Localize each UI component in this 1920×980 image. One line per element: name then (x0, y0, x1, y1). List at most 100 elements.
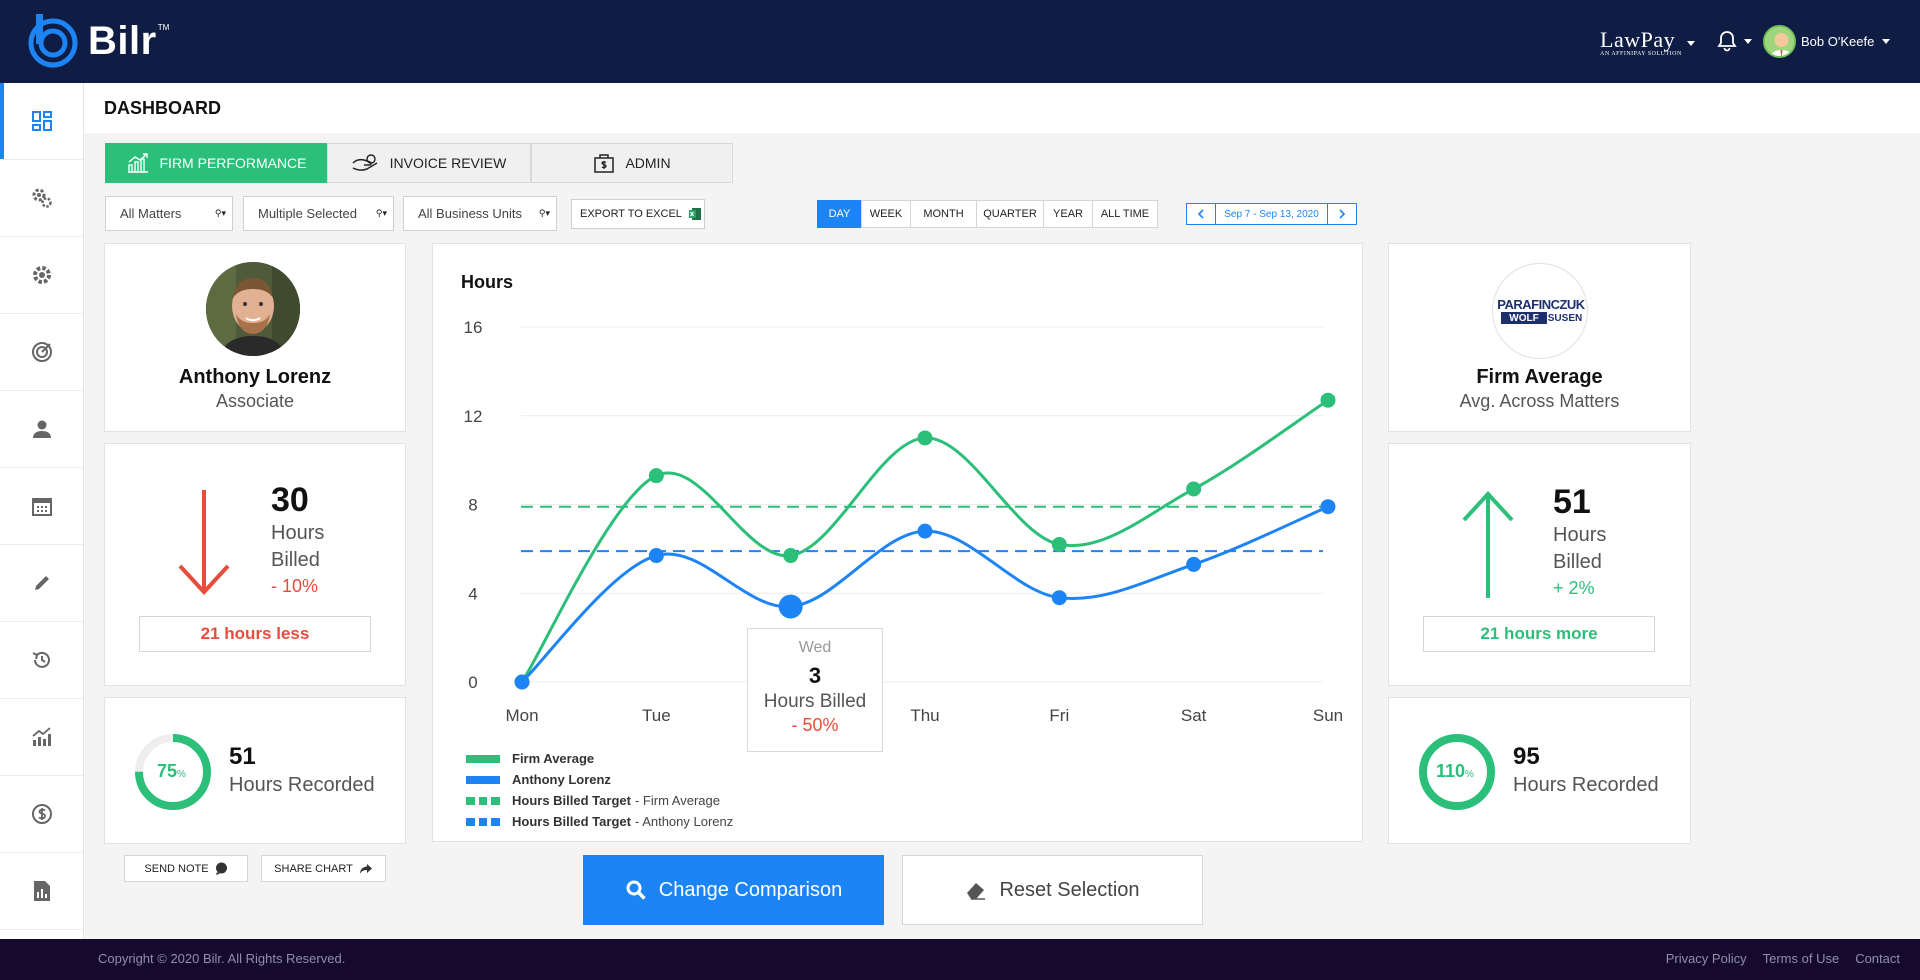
legend-item-anthony-lorenz[interactable]: Anthony Lorenz (466, 769, 733, 790)
y-tick-label: 0 (468, 673, 477, 692)
data-point (783, 548, 799, 564)
export-label: EXPORT TO EXCEL (580, 208, 682, 220)
legend-item-target-anthony-lorenz[interactable]: Hours Billed Target - Anthony Lorenz (466, 811, 733, 832)
sidebar-item-gears[interactable] (0, 160, 83, 237)
send-note-button[interactable]: SEND NOTE (124, 855, 248, 882)
range-all-time-button[interactable]: ALL TIME (1092, 200, 1158, 228)
legend-item-target-firm-average[interactable]: Hours Billed Target - Firm Average (466, 790, 733, 811)
terms-of-use-link[interactable]: Terms of Use (1762, 951, 1840, 966)
tab-bar: FIRM PERFORMANCE INVOICE REVIEW ADMIN (105, 143, 733, 183)
gears-icon (32, 188, 52, 208)
y-tick-label: 4 (468, 584, 477, 603)
hand-money-icon (352, 154, 378, 171)
firm-logo: PARAFINCZUK WOLF SUSEN (1492, 263, 1588, 359)
tooltip-label: Hours Billed (763, 691, 867, 712)
range-year-button[interactable]: YEAR (1043, 200, 1093, 228)
bilr-logo-icon (28, 14, 78, 68)
data-point (1320, 499, 1336, 515)
sidebar-item-billing[interactable] (0, 776, 83, 853)
data-point (1320, 392, 1336, 408)
user-menu[interactable]: Bob O'Keefe (1763, 25, 1891, 58)
business-units-select[interactable]: All Business Units ⚲▾ (403, 196, 557, 231)
firm-role: Avg. Across Matters (1459, 391, 1620, 411)
date-navigator: Sep 7 - Sep 13, 2020 (1186, 203, 1357, 225)
change-comparison-button[interactable]: Change Comparison (583, 855, 884, 925)
person-hours-recorded-card: 75% 51 Hours Recorded (104, 697, 406, 844)
prev-period-button[interactable] (1186, 203, 1216, 225)
legend-suffix: - Firm Average (634, 793, 720, 808)
person-name: Anthony Lorenz (178, 366, 332, 388)
firm-recorded-percent: 110% (1436, 761, 1474, 781)
app-name: Bilr (88, 18, 157, 63)
range-week-button[interactable]: WEEK (861, 200, 911, 228)
tab-invoice-review[interactable]: INVOICE REVIEW (327, 143, 531, 183)
reset-selection-button[interactable]: Reset Selection (902, 855, 1203, 925)
person-photo (206, 262, 300, 356)
sidebar (0, 83, 84, 939)
hours-chart-card: Hours 0 4 8 12 16 Mon Tue Thu Fri Sat Sun (432, 243, 1363, 842)
data-point (514, 674, 530, 690)
sidebar-item-edit[interactable] (0, 545, 83, 622)
excel-icon (688, 208, 701, 220)
chevron-left-icon (1197, 209, 1204, 219)
sidebar-item-dashboard[interactable] (0, 83, 83, 160)
person-role: Associate (215, 391, 295, 411)
y-tick-label: 12 (464, 407, 483, 426)
sidebar-item-people[interactable] (0, 391, 83, 468)
data-point (917, 523, 933, 539)
contact-link[interactable]: Contact (1855, 951, 1900, 966)
person-comparison-badge: 21 hours less (139, 616, 371, 652)
chart-tooltip: Wed 3 Hours Billed - 50% (747, 628, 883, 752)
range-month-button[interactable]: MONTH (910, 200, 977, 228)
legend-label: Firm Average (512, 751, 595, 766)
tab-label: ADMIN (625, 155, 671, 171)
firm-change-percent: + 2% (1553, 578, 1595, 598)
growth-chart-icon (31, 727, 51, 746)
tooltip-day: Wed (798, 639, 832, 656)
legend-swatch (466, 775, 500, 784)
privacy-policy-link[interactable]: Privacy Policy (1665, 951, 1747, 966)
matters-select[interactable]: All Matters ⚲▾ (105, 196, 233, 231)
copyright: Copyright © 2020 Bilr. All Rights Reserv… (98, 951, 346, 966)
change-comparison-label: Change Comparison (658, 878, 843, 901)
sidebar-item-settings[interactable] (0, 237, 83, 314)
share-chart-button[interactable]: SHARE CHART (261, 855, 386, 882)
range-quarter-button[interactable]: QUARTER (976, 200, 1044, 228)
range-day-button[interactable]: DAY (817, 200, 862, 228)
person-recorded-hours: 51 (229, 743, 256, 770)
legend-swatch (466, 796, 501, 805)
legend-item-firm-average[interactable]: Firm Average (466, 748, 733, 769)
sidebar-item-goals[interactable] (0, 314, 83, 391)
partner-brand[interactable]: LawPay AN AFFINIPAY SOLUTION (1600, 27, 1696, 57)
user-name: Bob O'Keefe (1801, 34, 1875, 49)
bilr-logo[interactable]: Bilr TM (26, 12, 169, 70)
sidebar-item-calendar[interactable] (0, 468, 83, 545)
sidebar-item-reports[interactable] (0, 853, 83, 930)
bell-icon (1717, 31, 1737, 52)
tooltip-value: 3 (808, 663, 822, 688)
arrow-down-icon (178, 490, 230, 595)
legend-swatch (466, 754, 500, 763)
data-point (1051, 590, 1067, 606)
dollar-coin-icon (31, 804, 52, 824)
firm-logo-line2a: WOLF (1509, 313, 1538, 324)
business-units-select-value: All Business Units (418, 206, 523, 221)
tab-admin[interactable]: ADMIN (531, 143, 733, 183)
tab-firm-performance[interactable]: FIRM PERFORMANCE (105, 143, 327, 183)
search-chevron-icon: ⚲▾ (538, 208, 550, 218)
next-period-button[interactable] (1327, 203, 1357, 225)
top-bar: Bilr TM LawPay AN AFFINIPAY SOLUTION Bob… (0, 0, 1920, 83)
calendar-icon (31, 498, 52, 516)
sidebar-item-growth[interactable] (0, 699, 83, 776)
eraser-icon (967, 883, 986, 900)
people-select[interactable]: Multiple Selected ⚲▾ (243, 196, 394, 231)
settings-icon (32, 266, 51, 284)
person-hours-billed-card: 30 Hours Billed - 10% 21 hours less (104, 443, 406, 686)
report-icon (33, 881, 50, 901)
person-change-percent: - 10% (271, 576, 319, 596)
notifications-button[interactable] (1716, 30, 1752, 57)
sidebar-item-history[interactable] (0, 622, 83, 699)
export-excel-button[interactable]: EXPORT TO EXCEL (571, 199, 705, 229)
firm-hours-billed-value: 51 (1553, 483, 1591, 521)
matters-select-value: All Matters (120, 206, 182, 221)
